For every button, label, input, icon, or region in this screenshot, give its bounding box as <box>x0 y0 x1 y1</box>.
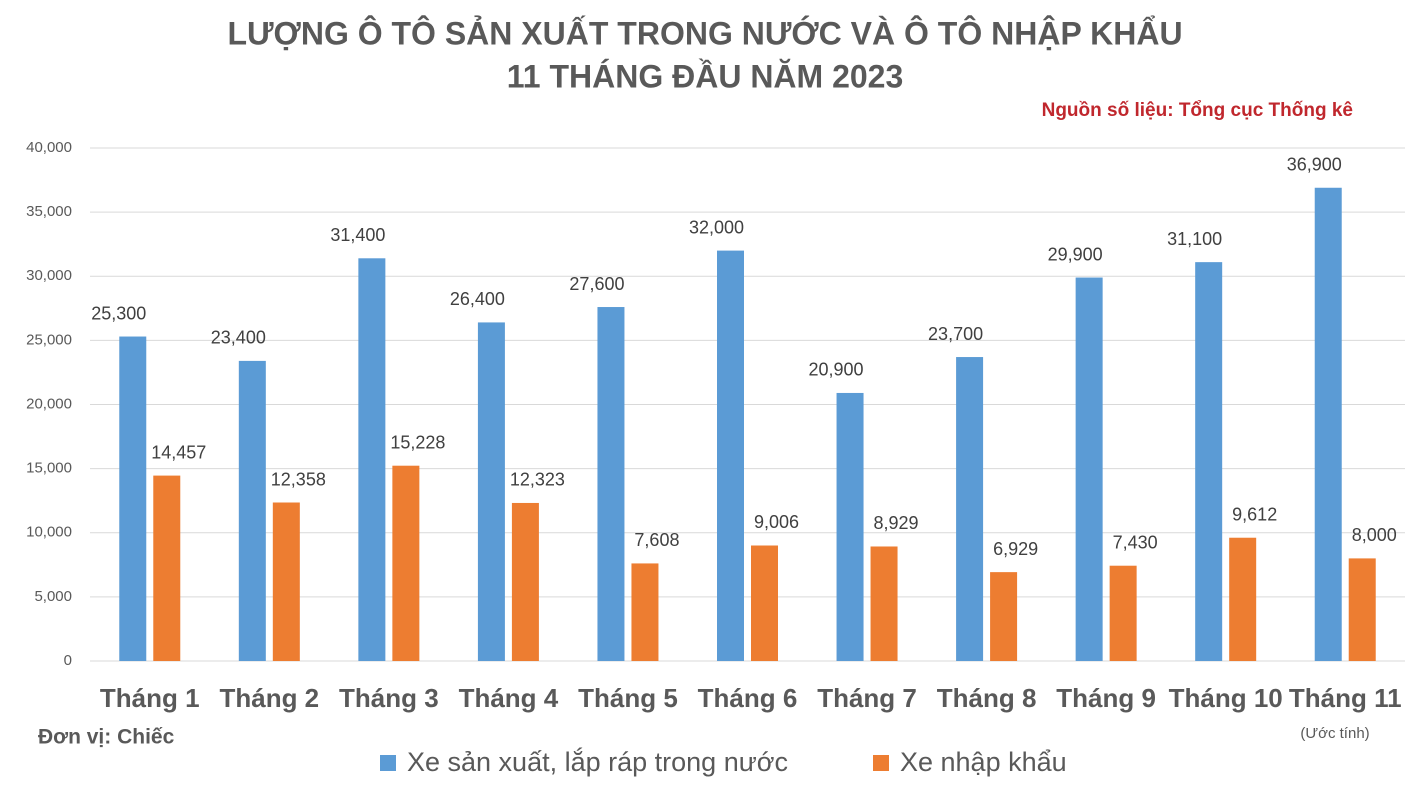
x-tick-label: Tháng 3 <box>339 683 439 713</box>
x-tick-label: Tháng 5 <box>578 683 678 713</box>
chart-title: 11 THÁNG ĐẦU NĂM 2023 <box>507 58 904 94</box>
bar <box>631 563 659 661</box>
bar <box>477 322 505 661</box>
note: (Ước tính) <box>1300 725 1369 742</box>
bar <box>870 546 898 661</box>
x-tick-label: Tháng 2 <box>219 683 319 713</box>
bar <box>597 307 625 661</box>
data-label: 12,323 <box>510 470 565 490</box>
data-label: 31,400 <box>330 225 385 245</box>
data-label: 8,929 <box>874 513 919 533</box>
chart-title: LƯỢNG Ô TÔ SẢN XUẤT TRONG NƯỚC VÀ Ô TÔ N… <box>227 15 1182 51</box>
data-label: 8,000 <box>1352 525 1397 545</box>
x-tick-label: Tháng 6 <box>698 683 798 713</box>
source: Nguồn số liệu: Tổng cục Thống kê <box>1042 100 1353 121</box>
data-label: 31,100 <box>1167 229 1222 249</box>
legend-label: Xe nhập khẩu <box>900 747 1067 777</box>
unit-label: Đơn vị: Chiếc <box>38 726 175 749</box>
y-tick-label: 15,000 <box>26 460 72 477</box>
bar <box>990 572 1018 661</box>
bar <box>1109 565 1137 661</box>
data-label: 12,358 <box>271 469 326 489</box>
bar <box>392 465 420 661</box>
legend-swatch <box>873 755 889 771</box>
x-tick-label: Tháng 8 <box>937 683 1037 713</box>
y-tick-label: 20,000 <box>26 395 72 412</box>
data-label: 9,612 <box>1232 504 1277 524</box>
data-label: 7,430 <box>1113 532 1158 552</box>
data-label: 36,900 <box>1287 155 1342 175</box>
y-tick-label: 30,000 <box>26 267 72 284</box>
bar <box>956 357 984 661</box>
y-tick-label: 35,000 <box>26 203 72 220</box>
bar <box>238 360 266 661</box>
bar <box>1075 277 1103 661</box>
legend-label: Xe sản xuất, lắp ráp trong nước <box>407 746 788 777</box>
bar <box>751 545 778 661</box>
y-tick-label: 10,000 <box>26 524 72 541</box>
bar <box>717 250 744 661</box>
data-label: 15,228 <box>390 432 445 452</box>
bar <box>511 502 539 661</box>
legend-swatch <box>380 755 396 771</box>
data-label: 29,900 <box>1048 244 1103 264</box>
bar <box>1229 537 1257 661</box>
x-tick-label: Tháng 11 <box>1289 683 1402 713</box>
data-label: 9,006 <box>754 512 799 532</box>
data-label: 14,457 <box>151 442 206 462</box>
y-tick-label: 0 <box>64 652 72 669</box>
y-tick-label: 5,000 <box>34 588 72 605</box>
x-tick-label: Tháng 9 <box>1056 683 1156 713</box>
x-tick-label: Tháng 7 <box>817 683 917 713</box>
bar <box>153 475 181 661</box>
x-tick-label: Tháng 10 <box>1169 683 1283 713</box>
x-tick-label: Tháng 4 <box>459 683 559 713</box>
data-label: 7,608 <box>634 530 679 550</box>
y-tick-label: 40,000 <box>26 139 72 156</box>
data-label: 20,900 <box>809 360 864 380</box>
bar <box>1195 262 1223 661</box>
data-label: 27,600 <box>569 274 624 294</box>
data-label: 32,000 <box>689 217 744 237</box>
bar <box>272 502 300 661</box>
bar <box>119 336 147 661</box>
bar <box>1314 187 1342 661</box>
y-tick-label: 25,000 <box>26 331 72 348</box>
bar <box>1348 558 1376 661</box>
bar <box>358 258 386 661</box>
bar <box>836 392 864 661</box>
data-label: 25,300 <box>91 303 146 323</box>
data-label: 6,929 <box>993 539 1038 559</box>
data-label: 23,400 <box>211 328 266 348</box>
data-label: 23,700 <box>928 324 983 344</box>
data-label: 26,400 <box>450 289 505 309</box>
x-tick-label: Tháng 1 <box>100 683 200 713</box>
